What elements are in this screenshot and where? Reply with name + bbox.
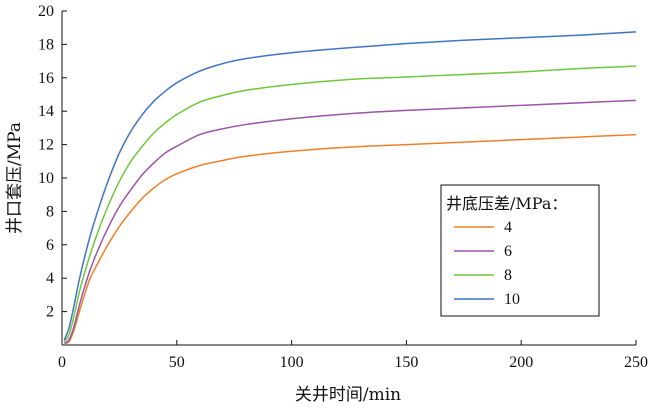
y-tick-label: 18 — [38, 36, 54, 53]
x-tick-label: 0 — [58, 354, 66, 371]
legend-label-6: 6 — [504, 243, 512, 260]
y-tick-label: 8 — [46, 203, 54, 220]
series-line-4 — [64, 133, 637, 345]
y-tick-label: 16 — [38, 70, 54, 87]
legend: 井底压差/MPa： 4 6 8 10 — [440, 184, 600, 317]
y-tick-label: 2 — [46, 304, 54, 321]
x-tick-label: 200 — [509, 354, 533, 371]
axes: 0 50 100 150 200 250 2 4 6 8 10 12 14 16 18 20 — [38, 3, 648, 371]
legend-label-4: 4 — [504, 219, 512, 236]
x-axis-label: 关井时间/min — [295, 385, 401, 405]
x-tick-label: 100 — [280, 354, 304, 371]
y-axis-label: 井口套压/MPa — [5, 122, 25, 234]
x-tick-label: 250 — [624, 354, 648, 371]
y-tick-label: 6 — [46, 237, 54, 254]
x-tick-label: 50 — [169, 354, 185, 371]
y-tick-label: 20 — [38, 3, 54, 20]
y-tick-label: 14 — [38, 103, 54, 120]
series-line-8 — [63, 65, 637, 343]
y-tick-label: 4 — [46, 270, 54, 287]
x-tick-label: 150 — [394, 354, 418, 371]
series-line-6 — [63, 99, 637, 344]
legend-label-10: 10 — [504, 291, 520, 308]
y-tick-label: 12 — [38, 137, 54, 154]
legend-label-8: 8 — [504, 267, 512, 284]
series-layer — [63, 31, 637, 345]
y-tick-label: 10 — [38, 170, 54, 187]
legend-title: 井底压差/MPa： — [446, 194, 567, 213]
series-line-10 — [63, 31, 637, 341]
